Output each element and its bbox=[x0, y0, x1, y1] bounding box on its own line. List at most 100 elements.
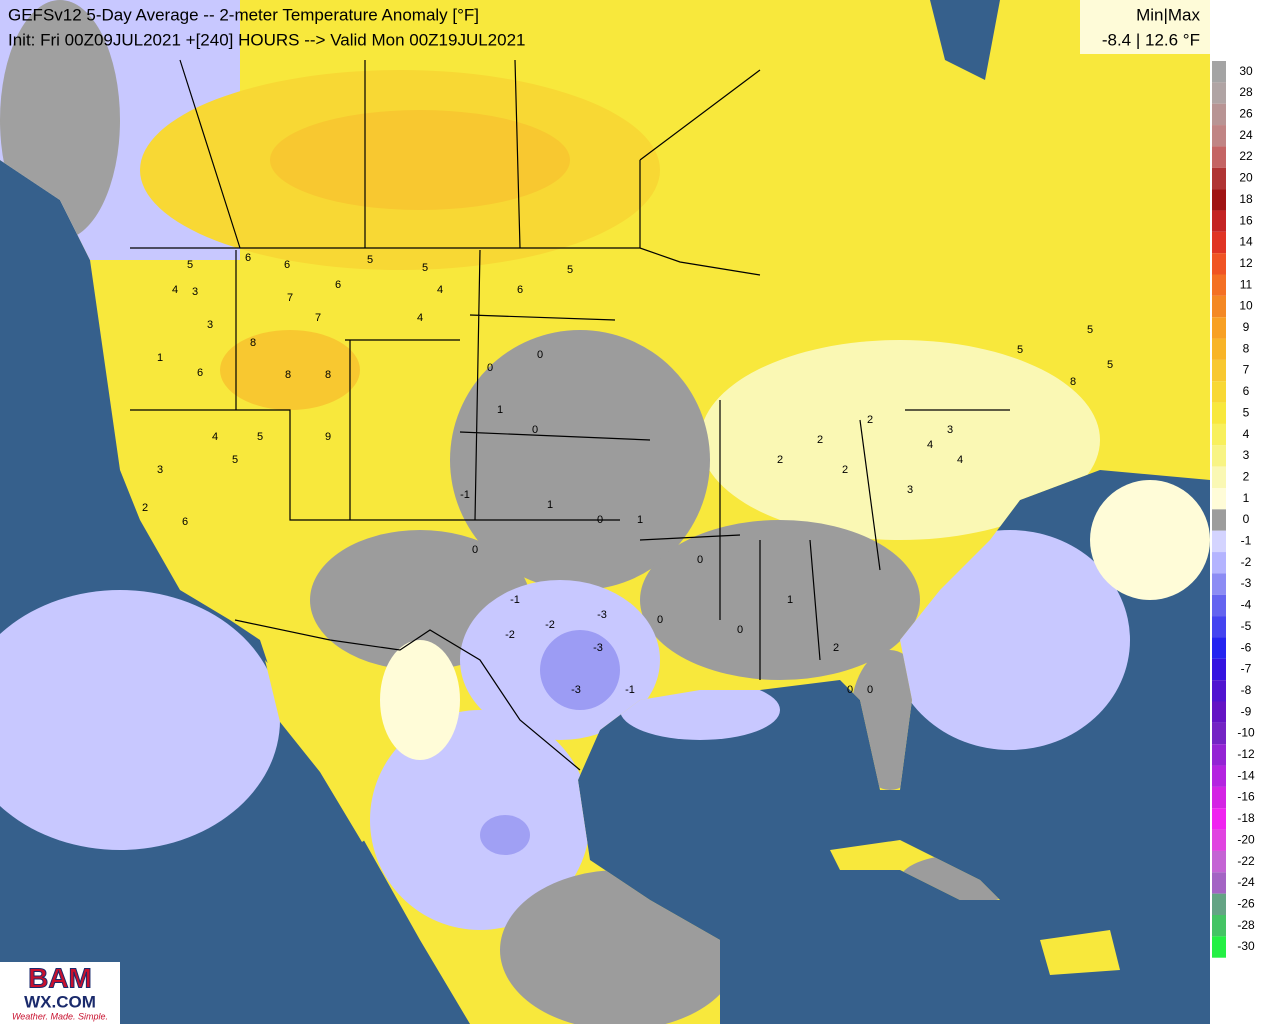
station-value: 5 bbox=[1087, 324, 1093, 336]
land-anomaly bbox=[480, 815, 530, 855]
station-value: 6 bbox=[182, 516, 188, 528]
station-value: -2 bbox=[545, 619, 555, 631]
colorbar-label: 5 bbox=[1243, 405, 1250, 419]
station-value: 4 bbox=[437, 284, 443, 296]
station-value: 5 bbox=[232, 454, 238, 466]
border-line bbox=[234, 619, 581, 771]
station-value: 5 bbox=[422, 262, 428, 274]
station-value: 5 bbox=[257, 431, 263, 443]
land-anomaly bbox=[380, 640, 460, 760]
colorbar-swatch bbox=[1212, 786, 1226, 809]
colorbar-label: 12 bbox=[1239, 256, 1253, 270]
colorbar-swatch bbox=[1212, 744, 1226, 766]
station-value: 0 bbox=[532, 424, 538, 436]
station-value: 5 bbox=[567, 264, 573, 276]
colorbar-swatch bbox=[1212, 893, 1226, 915]
colorbar-label: -28 bbox=[1237, 918, 1255, 932]
colorbar-label: 26 bbox=[1239, 107, 1253, 121]
colorbar-label: -20 bbox=[1237, 832, 1255, 846]
colorbar: 3028262422201816141211109876543210-1-2-3… bbox=[1212, 61, 1255, 958]
colorbar-label: 3 bbox=[1243, 448, 1250, 462]
colorbar-label: -9 bbox=[1241, 704, 1252, 718]
station-value: 5 bbox=[187, 259, 193, 271]
colorbar-swatch bbox=[1212, 402, 1226, 424]
colorbar-swatch bbox=[1212, 829, 1226, 851]
colorbar-label: 4 bbox=[1243, 427, 1250, 441]
colorbar-swatch bbox=[1212, 722, 1226, 745]
logo: BAM WX.COM Weather. Made. Simple. bbox=[0, 962, 120, 1024]
station-value: 2 bbox=[842, 464, 848, 476]
colorbar-label: -1 bbox=[1241, 534, 1252, 548]
station-value: 3 bbox=[947, 424, 953, 436]
land-anomaly bbox=[0, 0, 120, 240]
colorbar-label: 22 bbox=[1239, 149, 1253, 163]
colorbar-label: -26 bbox=[1237, 896, 1255, 910]
colorbar-swatch bbox=[1212, 338, 1226, 360]
colorbar-swatch bbox=[1212, 146, 1226, 168]
land-anomaly bbox=[540, 630, 620, 710]
station-value: -1 bbox=[510, 594, 520, 606]
land-anomaly bbox=[220, 330, 360, 410]
border-line bbox=[130, 249, 741, 541]
station-value: 2 bbox=[833, 642, 839, 654]
station-value: 3 bbox=[192, 286, 198, 298]
colorbar-swatch bbox=[1212, 103, 1226, 126]
station-value: 0 bbox=[737, 624, 743, 636]
colorbar-swatch bbox=[1212, 445, 1226, 467]
colorbar-swatch bbox=[1212, 488, 1226, 510]
colorbar-swatch bbox=[1212, 573, 1226, 595]
colorbar-label: 7 bbox=[1243, 363, 1250, 377]
border-line bbox=[719, 400, 1010, 680]
station-value: 1 bbox=[157, 352, 163, 364]
colorbar-label: -24 bbox=[1237, 875, 1255, 889]
colorbar-swatch bbox=[1212, 637, 1226, 659]
logo-box bbox=[0, 962, 120, 1024]
minmax-text: -8.4 | 12.6 °F bbox=[1102, 30, 1200, 49]
station-value: -3 bbox=[593, 642, 603, 654]
colorbar-swatch bbox=[1212, 61, 1226, 83]
station-value: 6 bbox=[284, 259, 290, 271]
station-value: -3 bbox=[597, 609, 607, 621]
station-value: 0 bbox=[867, 684, 873, 696]
station-value: 4 bbox=[172, 284, 178, 296]
station-value: 2 bbox=[817, 434, 823, 446]
colorbar-swatch bbox=[1212, 210, 1226, 232]
land-anomaly bbox=[640, 520, 920, 680]
land-anomaly bbox=[270, 110, 570, 210]
colorbar-swatch bbox=[1212, 274, 1226, 296]
colorbar-swatch bbox=[1212, 82, 1226, 104]
station-value: 8 bbox=[285, 369, 291, 381]
station-value: 2 bbox=[142, 502, 148, 514]
colorbar-swatch bbox=[1212, 167, 1226, 190]
colorbar-label: 30 bbox=[1239, 64, 1253, 78]
colorbar-label: 1 bbox=[1243, 491, 1250, 505]
station-value: -1 bbox=[625, 684, 635, 696]
station-value: 7 bbox=[287, 292, 293, 304]
colorbar-label: -14 bbox=[1237, 768, 1255, 782]
minmax-box bbox=[1080, 0, 1210, 54]
colorbar-label: 10 bbox=[1239, 299, 1253, 313]
station-value: -3 bbox=[571, 684, 581, 696]
land-anomaly bbox=[700, 340, 1100, 540]
station-value: 0 bbox=[472, 544, 478, 556]
colorbar-swatch bbox=[1212, 359, 1226, 382]
colorbar-label: -30 bbox=[1237, 939, 1255, 953]
station-value: -1 bbox=[460, 489, 470, 501]
station-value: 4 bbox=[957, 454, 963, 466]
border-line bbox=[130, 247, 761, 276]
colorbar-label: -7 bbox=[1241, 662, 1252, 676]
colorbar-swatch bbox=[1212, 594, 1226, 617]
colorbar-label: 24 bbox=[1239, 128, 1253, 142]
station-value: 0 bbox=[697, 554, 703, 566]
station-value: 4 bbox=[927, 439, 933, 451]
station-value: 6 bbox=[197, 367, 203, 379]
station-value: 0 bbox=[487, 362, 493, 374]
station-value: 3 bbox=[907, 484, 913, 496]
station-value: 0 bbox=[537, 349, 543, 361]
logo-site: WX.COM bbox=[24, 992, 96, 1011]
station-value: 1 bbox=[637, 514, 643, 526]
colorbar-swatch bbox=[1212, 680, 1226, 702]
colorbar-label: -10 bbox=[1237, 726, 1255, 740]
land-anomaly bbox=[450, 330, 710, 590]
colorbar-swatch bbox=[1212, 253, 1226, 275]
